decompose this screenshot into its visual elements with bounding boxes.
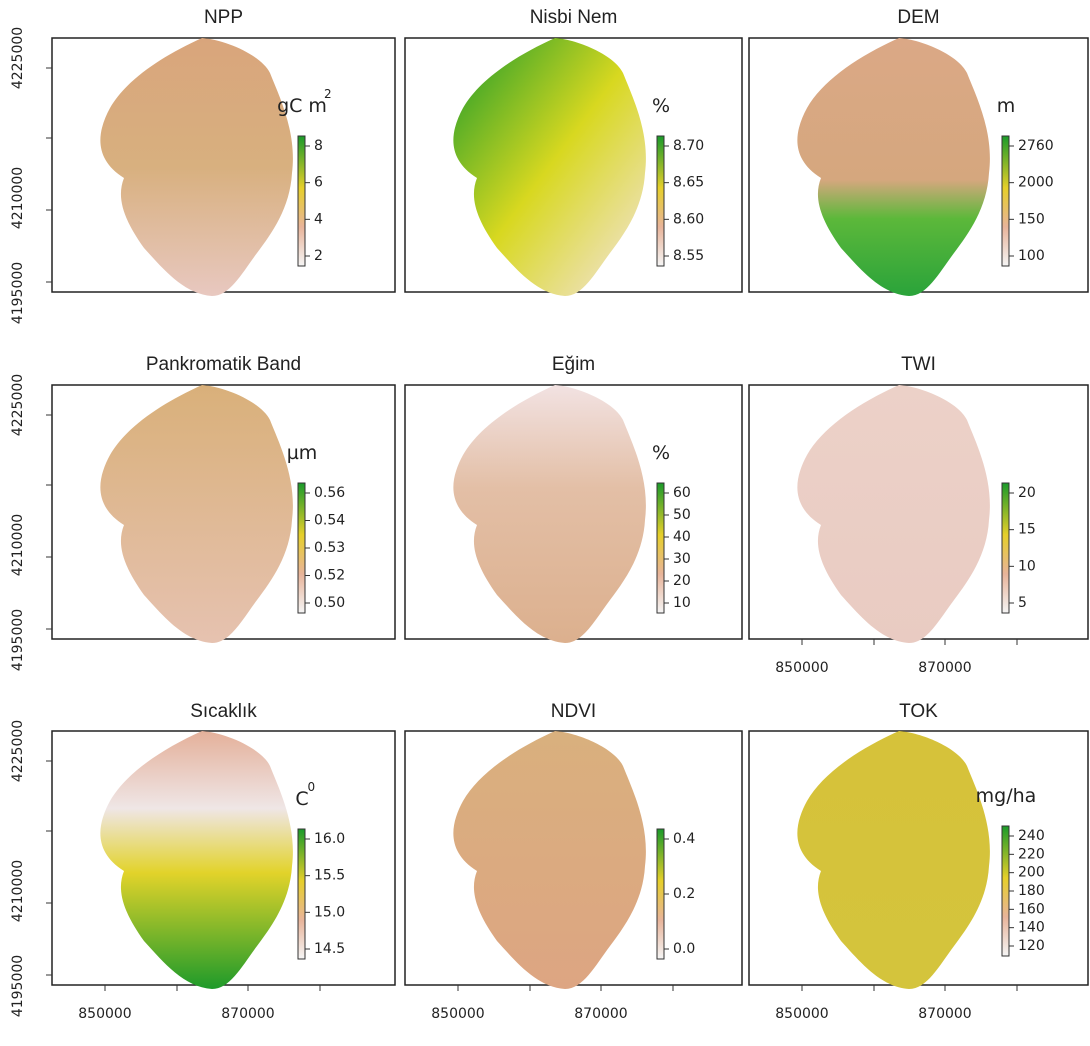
colorbar-tick-label: 2760 [1018,138,1054,154]
panel-title: Nisbi Nem [530,7,618,28]
colorbar-unit: gC m [277,95,327,117]
colorbar-tick-label: 15 [1018,522,1036,538]
colorbar-tick-label: 5 [1018,595,1027,611]
colorbar-unit: % [652,442,670,464]
x-tick-label: 870000 [918,660,971,676]
colorbar-tick-label: 240 [1018,828,1045,844]
colorbar-tick-label: 200 [1018,865,1045,881]
panel-title: TWI [901,354,936,375]
colorbar-tick-label: 0.52 [314,568,345,584]
figure: NPPgC m28642422500042100004195000Nisbi N… [0,0,1090,1042]
colorbar-tick-label: 20 [1018,485,1036,501]
colorbar [657,829,664,959]
colorbar-tick-label: 60 [673,485,691,501]
colorbar-unit: µm [287,442,318,464]
colorbar [298,483,305,613]
colorbar-tick-label: 2 [314,248,323,264]
colorbar-tick-label: 6 [314,175,323,191]
colorbar-tick-label: 150 [1018,211,1045,227]
colorbar [657,136,664,266]
colorbar-tick-label: 8 [314,138,323,154]
colorbar [1002,826,1009,956]
colorbar-tick-label: 8.65 [673,175,704,191]
colorbar-tick-label: 0.4 [673,831,695,847]
colorbar [1002,136,1009,266]
x-tick-label: 870000 [574,1006,627,1022]
colorbar-tick-label: 8.60 [673,211,704,227]
y-tick-label: 4225000 [10,27,26,89]
colorbar-tick-label: 30 [673,551,691,567]
x-tick-label: 850000 [775,660,828,676]
colorbar-tick-label: 220 [1018,846,1045,862]
panel-title: Eğim [552,354,595,375]
y-tick-label: 4225000 [10,720,26,782]
colorbar-unit-sup: 2 [324,87,332,101]
panel-title: Pankromatik Band [146,354,301,375]
colorbar-tick-label: 0.50 [314,595,345,611]
y-tick-label: 4195000 [10,609,26,671]
x-tick-label: 870000 [221,1006,274,1022]
x-tick-label: 870000 [918,1006,971,1022]
colorbar-unit: % [652,95,670,117]
colorbar-unit: mg/ha [976,785,1037,807]
y-tick-label: 4210000 [10,167,26,229]
colorbar-tick-label: 16.0 [314,831,345,847]
panel-title: Sıcaklık [190,701,257,722]
colorbar-tick-label: 0.2 [673,886,695,902]
colorbar [1002,483,1009,613]
panel-title: TOK [899,701,938,722]
panel-title: NPP [204,7,243,28]
colorbar-tick-label: 15.0 [314,904,345,920]
colorbar-tick-label: 50 [673,507,691,523]
y-tick-label: 4195000 [10,262,26,324]
colorbar-tick-label: 0.56 [314,485,345,501]
colorbar-tick-label: 0.0 [673,941,695,957]
colorbar-tick-label: 0.53 [314,540,345,556]
y-tick-label: 4210000 [10,514,26,576]
colorbar-tick-label: 160 [1018,901,1045,917]
colorbar-tick-label: 10 [1018,558,1036,574]
colorbar-tick-label: 2000 [1018,175,1054,191]
colorbar-unit: m [997,95,1016,117]
colorbar-unit-sup: 0 [308,780,316,794]
colorbar-tick-label: 8.70 [673,138,704,154]
panel-title: NDVI [551,701,596,722]
colorbar-tick-label: 140 [1018,920,1045,936]
colorbar-tick-label: 20 [673,573,691,589]
colorbar-tick-label: 40 [673,529,691,545]
colorbar-tick-label: 100 [1018,248,1045,264]
colorbar-tick-label: 10 [673,595,691,611]
panel-title: DEM [897,7,939,28]
colorbar-tick-label: 8.55 [673,248,704,264]
y-tick-label: 4225000 [10,374,26,436]
colorbar [298,829,305,959]
colorbar-tick-label: 0.54 [314,513,345,529]
colorbar-tick-label: 180 [1018,883,1045,899]
x-tick-label: 850000 [775,1006,828,1022]
x-tick-label: 850000 [431,1006,484,1022]
y-tick-label: 4210000 [10,860,26,922]
colorbar-tick-label: 120 [1018,938,1045,954]
colorbar [657,483,664,613]
x-tick-label: 850000 [78,1006,131,1022]
colorbar-tick-label: 4 [314,211,323,227]
colorbar-tick-label: 15.5 [314,868,345,884]
y-tick-label: 4195000 [10,955,26,1017]
colorbar-tick-label: 14.5 [314,941,345,957]
colorbar [298,136,305,266]
